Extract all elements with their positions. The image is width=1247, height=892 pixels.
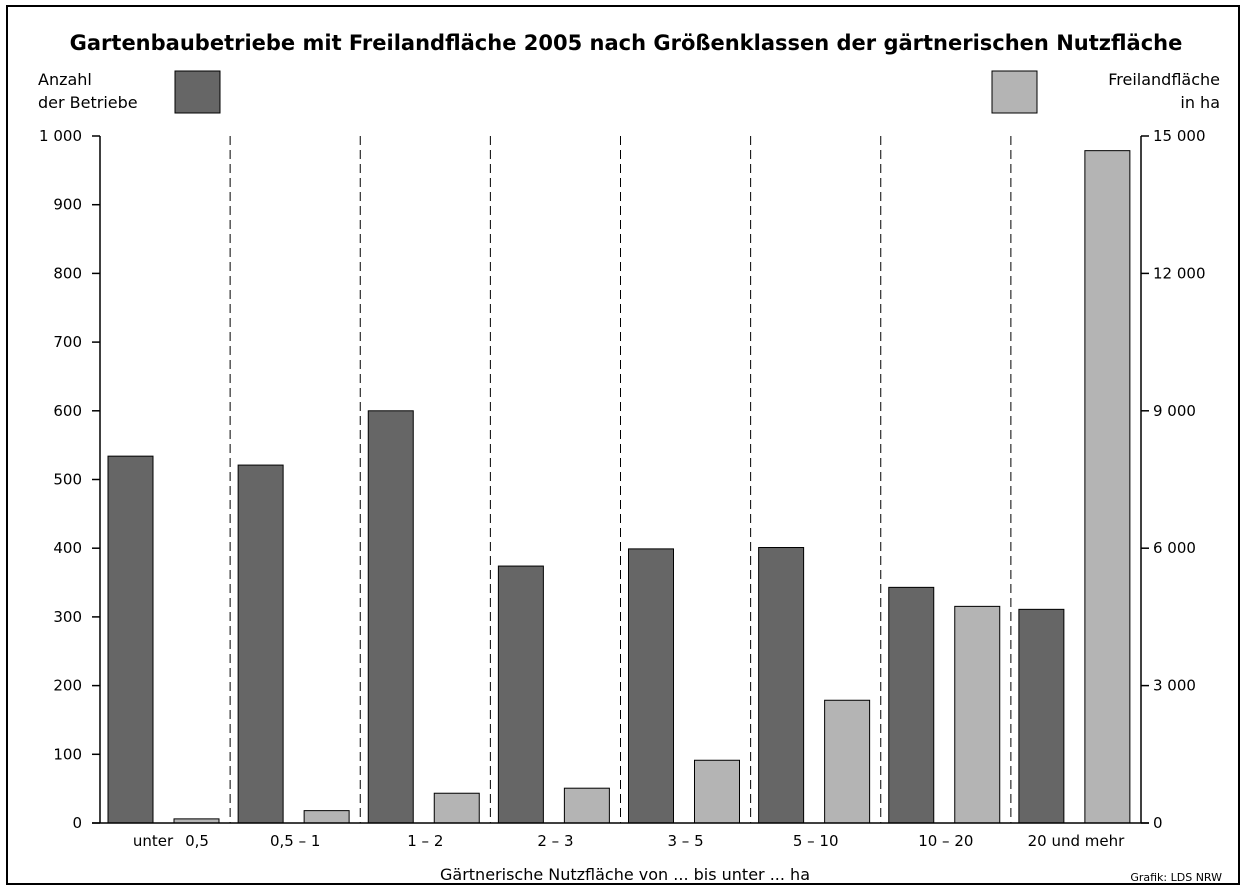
y-right-tick-label: 9 000 bbox=[1153, 402, 1196, 420]
y-right-tick-label: 12 000 bbox=[1153, 264, 1206, 282]
bar-betriebe bbox=[1018, 608, 1065, 824]
y-right-tick-label: 15 000 bbox=[1153, 127, 1206, 145]
y-left-tick-label: 400 bbox=[53, 539, 82, 557]
category-label: 3 – 5 bbox=[668, 832, 704, 850]
bar-freilandflaeche bbox=[433, 792, 480, 824]
bar-freilandflaeche bbox=[824, 699, 871, 824]
category-label: 2 – 3 bbox=[537, 832, 573, 850]
bar-freilandflaeche bbox=[303, 810, 350, 824]
y-right-tick-label: 3 000 bbox=[1153, 677, 1196, 695]
y-left-tick-label: 300 bbox=[53, 608, 82, 626]
category-label: 20 und mehr bbox=[1028, 832, 1126, 850]
category-label: 10 – 20 bbox=[918, 832, 973, 850]
bar-freilandflaeche bbox=[563, 787, 610, 824]
source-credit: Grafik: LDS NRW bbox=[1130, 871, 1222, 884]
y-left-tick-label: 900 bbox=[53, 196, 82, 214]
category-label: 5 – 10 bbox=[793, 832, 839, 850]
y-left-tick-label: 1 000 bbox=[39, 127, 82, 145]
bar-freilandflaeche bbox=[954, 605, 1001, 824]
y-left-tick-label: 100 bbox=[53, 745, 82, 763]
bar-betriebe bbox=[107, 455, 154, 824]
legend-left-line1: Anzahl bbox=[38, 70, 92, 89]
y-left-tick-label: 700 bbox=[53, 333, 82, 351]
chart-title: Gartenbaubetriebe mit Freilandfläche 200… bbox=[70, 31, 1183, 55]
y-right-tick-label: 6 000 bbox=[1153, 539, 1196, 557]
bar-freilandflaeche bbox=[1084, 150, 1131, 824]
y-left-tick-label: 800 bbox=[53, 264, 82, 282]
category-label: 0,5 bbox=[185, 832, 209, 850]
y-left-tick-label: 0 bbox=[72, 814, 82, 832]
legend-swatch-freilandflaeche bbox=[991, 70, 1038, 114]
bar-betriebe bbox=[497, 565, 544, 824]
bar-betriebe bbox=[367, 410, 414, 824]
legend-swatch-betriebe bbox=[174, 70, 221, 114]
legend-right-line2: in ha bbox=[1180, 93, 1220, 112]
plot-area: 0 100 200 300 400 500 600 700 800 900 1 000 0 3 000 6… bbox=[39, 127, 1205, 850]
bar-betriebe bbox=[888, 586, 935, 824]
y-left-tick-label: 500 bbox=[53, 471, 82, 489]
y-left-tick-label: 200 bbox=[53, 677, 82, 695]
y-left-tick-label: 600 bbox=[53, 402, 82, 420]
bar-betriebe bbox=[237, 464, 284, 824]
category-label: unter bbox=[133, 832, 174, 850]
bar-betriebe bbox=[758, 547, 805, 824]
bar-freilandflaeche bbox=[694, 759, 740, 824]
y-right-tick-label: 0 bbox=[1153, 814, 1163, 832]
legend-right-line1: Freilandfläche bbox=[1108, 70, 1220, 89]
x-axis-label: Gärtnerische Nutzfläche von ... bis unte… bbox=[440, 865, 810, 884]
category-label: 1 – 2 bbox=[407, 832, 443, 850]
category-label: 0,5 – 1 bbox=[270, 832, 320, 850]
bar-betriebe bbox=[628, 548, 674, 824]
legend-left-line2: der Betriebe bbox=[38, 93, 138, 112]
